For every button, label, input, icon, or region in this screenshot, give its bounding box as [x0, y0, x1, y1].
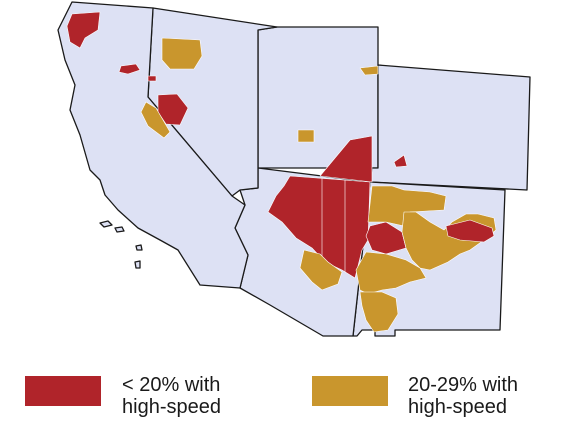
region-mid-rich — [359, 65, 379, 76]
region-mid-nm-north — [367, 185, 447, 227]
region-low-sierra-north — [118, 63, 141, 75]
region-mid-nm-southwest — [359, 291, 399, 333]
region-low-utah-south — [319, 135, 373, 183]
legend-label-mid: 20-29% with high-speed — [408, 374, 518, 418]
channel-island — [99, 220, 113, 228]
region-low-nm-east — [445, 219, 495, 243]
legend-swatch-mid — [312, 376, 388, 406]
region-mid-nm-south — [355, 251, 427, 295]
legend-mid-line2: high-speed — [408, 396, 507, 418]
channel-island — [135, 244, 143, 251]
region-mid-az-southeast — [299, 249, 343, 291]
region-low-colorado-small — [393, 154, 408, 168]
legend-swatch-low — [25, 376, 101, 406]
region-mid-uintah — [297, 129, 315, 143]
legend-low-line1: < 20% with — [122, 374, 221, 396]
state-colorado — [369, 64, 531, 191]
legend-mid-line1: 20-29% with — [408, 374, 519, 396]
channel-island — [114, 226, 125, 233]
channel-island — [134, 260, 141, 269]
region-low-humboldt — [66, 11, 101, 49]
state-california — [57, 1, 249, 289]
southwest-map — [57, 1, 531, 337]
legend-low-line2: high-speed — [122, 396, 221, 418]
region-low-sierra-small — [147, 75, 157, 82]
region-mid-elko — [161, 37, 203, 70]
region-mid-tahoe — [140, 101, 171, 139]
region-low-nm-central — [365, 221, 407, 255]
legend-label-low: < 20% with high-speed — [122, 374, 221, 418]
